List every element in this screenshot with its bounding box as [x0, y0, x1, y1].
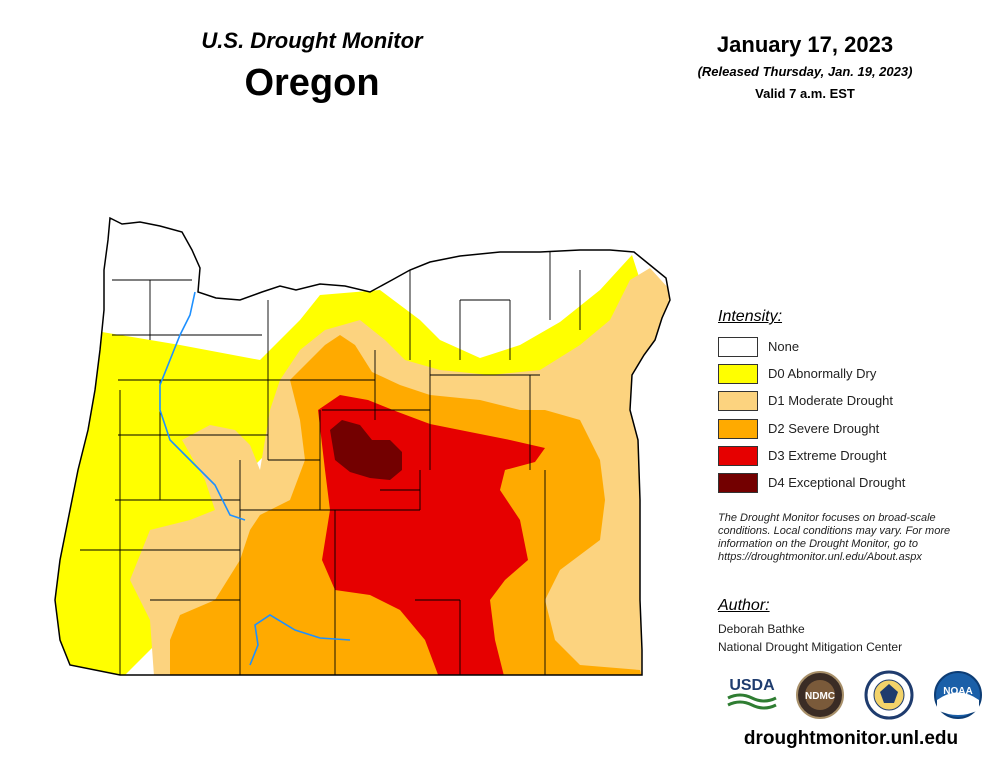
legend-swatch	[718, 446, 758, 466]
map-subtitle: U.S. Drought Monitor	[201, 28, 423, 53]
author-name: Deborah Bathke	[718, 622, 805, 636]
legend-label: D2 Severe Drought	[768, 421, 880, 436]
legend-label: D4 Exceptional Drought	[768, 475, 906, 490]
legend-title: Intensity:	[718, 308, 783, 325]
legend-swatch	[718, 337, 758, 357]
noaa-logo-icon: NOAA	[934, 671, 982, 719]
map-date: January 17, 2023	[716, 32, 894, 57]
valid-time: Valid 7 a.m. EST	[755, 86, 855, 101]
author-title: Author:	[718, 597, 770, 614]
doc-seal-icon	[864, 670, 914, 720]
oregon-drought-map	[54, 216, 671, 676]
legend-swatch	[718, 364, 758, 384]
ndmc-logo-icon: NDMC	[796, 671, 844, 719]
legend-label: D0 Abnormally Dry	[768, 366, 877, 381]
legend-label: D1 Moderate Drought	[768, 393, 894, 408]
legend-swatch	[718, 391, 758, 411]
river-klamath	[249, 614, 351, 666]
legend-swatch	[718, 419, 758, 439]
state-title: Oregon	[244, 62, 380, 104]
usda-logo-text: USDA	[729, 677, 775, 694]
author-org: National Drought Mitigation Center	[718, 640, 903, 654]
legend-label: None	[768, 339, 800, 354]
county-lines	[80, 250, 581, 675]
region-d4	[330, 420, 402, 480]
ndmc-logo-text: NDMC	[805, 691, 835, 702]
release-date: (Released Thursday, Jan. 19, 2023)	[697, 64, 913, 79]
noaa-logo-text: NOAA	[943, 686, 972, 697]
website-url: droughtmonitor.unl.edu	[743, 728, 959, 749]
usda-logo-icon: USDA	[727, 677, 777, 710]
state-outline	[54, 216, 671, 676]
river-willamette	[159, 291, 246, 521]
disclaimer-text: The Drought Monitor focuses on broad-sca…	[718, 512, 951, 563]
legend-swatch	[718, 473, 758, 493]
legend-label: D3 Extreme Drought	[768, 448, 887, 463]
